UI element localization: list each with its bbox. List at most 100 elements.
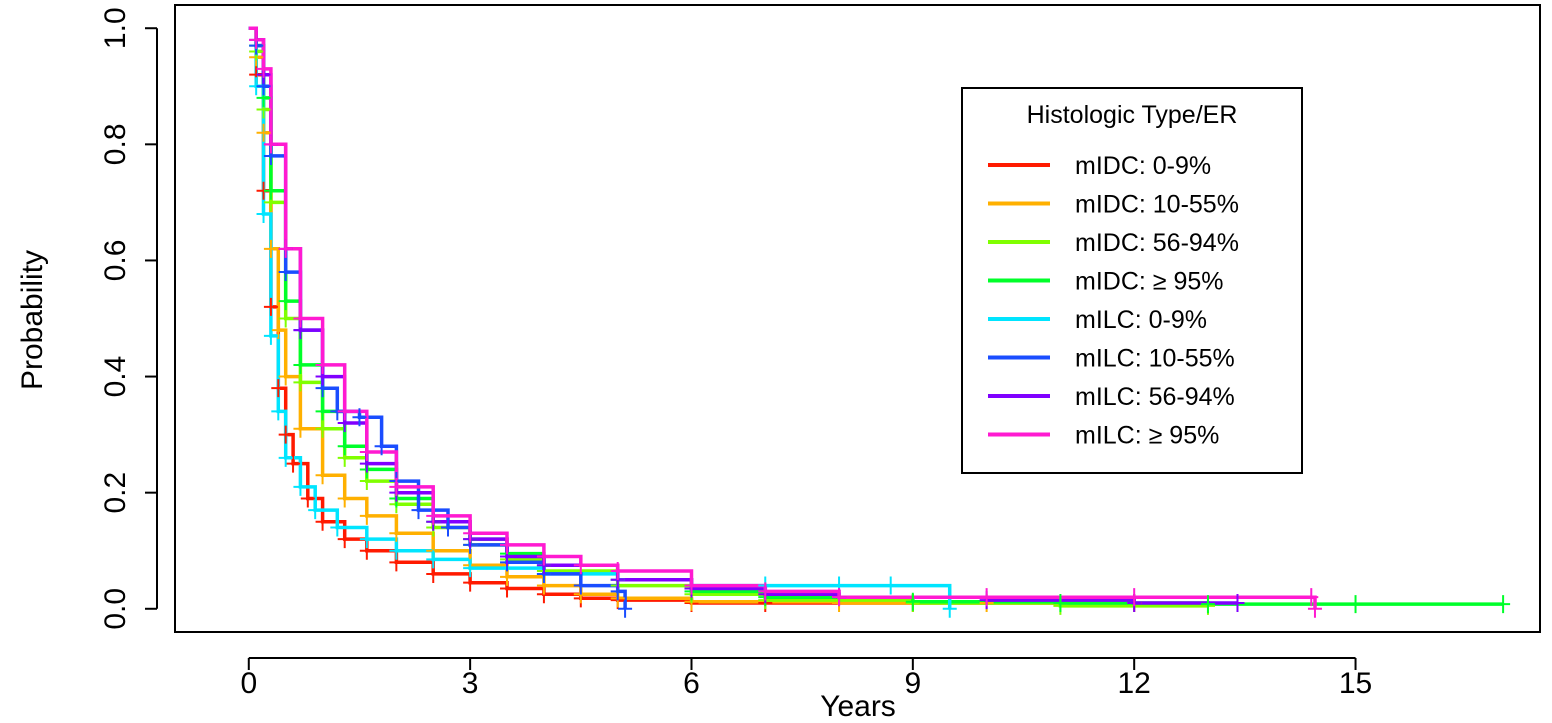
- y-axis: 0.0 0.2 0.4 0.6 0.8 1.0: [99, 7, 158, 630]
- legend-label-2: mIDC: 56-94%: [1075, 229, 1239, 257]
- censor-marks: [249, 30, 1511, 618]
- legend-label-7: mILC: ≥ 95%: [1075, 422, 1219, 450]
- censor-mark: [610, 562, 625, 581]
- legend-items: mIDC: 0-9% mIDC: 10-55% mIDC: 56-94% mIDC: …: [988, 152, 1239, 450]
- legend-label-5: mILC: 10-55%: [1075, 345, 1235, 373]
- censor-mark: [278, 263, 293, 282]
- censor-mark: [500, 535, 515, 554]
- censor-mark: [758, 582, 773, 601]
- censor-mark: [263, 135, 278, 154]
- censor-mark: [249, 30, 264, 49]
- legend-label-0: mIDC: 0-9%: [1075, 152, 1211, 180]
- x-tick-label: 3: [462, 667, 479, 700]
- censor-mark: [330, 518, 345, 537]
- censor-mark: [315, 512, 330, 531]
- censor-mark: [684, 576, 699, 595]
- censor-mark: [979, 588, 994, 607]
- censor-mark: [463, 524, 478, 543]
- censor-mark: [1307, 599, 1322, 618]
- censor-mark: [1200, 595, 1215, 614]
- censor-mark: [337, 437, 352, 456]
- censor-mark: [256, 205, 271, 223]
- censor-mark: [271, 321, 286, 340]
- censor-mark: [263, 326, 278, 345]
- censor-mark: [315, 355, 330, 374]
- censor-mark: [337, 402, 352, 421]
- censor-mark: [263, 181, 278, 200]
- censor-mark: [278, 239, 293, 258]
- censor-mark: [359, 443, 374, 462]
- censor-mark: [942, 599, 957, 618]
- censor-mark: [263, 297, 278, 316]
- censor-mark: [426, 506, 441, 525]
- legend-label-1: mIDC: 10-55%: [1075, 191, 1239, 219]
- censor-mark: [411, 501, 426, 520]
- censor-mark: [1230, 593, 1245, 612]
- censor-mark: [389, 477, 404, 496]
- y-tick-label: 0.4: [99, 356, 132, 398]
- censor-mark: [573, 576, 588, 595]
- censor-mark: [278, 292, 293, 311]
- censor-mark: [573, 556, 588, 575]
- censor-mark: [337, 530, 352, 549]
- x-axis: 0 3 6 9 12 15: [240, 657, 1372, 700]
- censor-mark: [308, 501, 323, 520]
- legend-label-6: mILC: 56-94%: [1075, 383, 1235, 411]
- censor-mark: [278, 367, 293, 386]
- y-tick-label: 0.8: [99, 123, 132, 165]
- censor-mark: [293, 419, 308, 438]
- y-axis-label: Probability: [16, 250, 49, 390]
- censor-mark: [832, 588, 847, 607]
- legend-title: Histologic Type/ER: [1027, 101, 1238, 129]
- censor-mark: [300, 489, 315, 508]
- censor-mark: [1127, 588, 1142, 607]
- x-axis-label: Years: [820, 690, 896, 723]
- series-line-7: [248, 26, 1317, 609]
- censor-mark: [441, 518, 455, 537]
- censor-mark: [374, 437, 389, 456]
- censor-mark: [278, 448, 293, 467]
- censor-mark: [293, 309, 308, 328]
- censor-mark: [359, 506, 374, 525]
- legend: Histologic Type/ER mIDC: 0-9% mIDC: 10-55…: [961, 87, 1303, 474]
- censor-mark: [256, 59, 271, 78]
- legend-label-3: mIDC: ≥ 95%: [1075, 268, 1223, 296]
- censor-mark: [286, 454, 301, 473]
- censor-mark: [315, 466, 330, 485]
- censor-mark: [389, 524, 404, 543]
- censor-mark: [389, 541, 404, 560]
- censor-mark: [256, 123, 271, 142]
- censor-mark: [315, 419, 330, 438]
- x-tick-label: 9: [904, 667, 921, 700]
- y-tick-label: 0.0: [99, 588, 132, 630]
- x-tick-label: 15: [1339, 667, 1372, 700]
- censor-mark: [359, 530, 374, 549]
- censor-mark: [1053, 593, 1068, 612]
- y-tick-label: 1.0: [99, 7, 132, 49]
- censor-mark: [1496, 595, 1511, 614]
- censor-mark: [278, 425, 293, 444]
- censor-mark: [263, 239, 278, 258]
- censor-mark: [536, 547, 551, 566]
- censor-mark: [463, 559, 478, 578]
- censor-mark: [618, 599, 633, 618]
- legend-label-4: mILC: 0-9%: [1075, 306, 1207, 334]
- censor-mark: [271, 379, 286, 398]
- censor-mark: [426, 550, 441, 569]
- censor-mark: [883, 576, 898, 595]
- y-tick-label: 0.2: [99, 472, 132, 514]
- censor-mark: [1304, 588, 1319, 607]
- x-tick-label: 6: [683, 667, 700, 700]
- censor-mark: [271, 402, 286, 421]
- censor-mark: [293, 373, 308, 392]
- y-tick-label: 0.6: [99, 240, 132, 282]
- x-tick-label: 12: [1118, 667, 1151, 700]
- censor-mark: [352, 408, 367, 427]
- censor-mark: [293, 477, 308, 496]
- censor-mark: [278, 309, 293, 328]
- censor-mark: [1348, 595, 1363, 614]
- x-tick-label: 0: [240, 667, 257, 700]
- censor-mark: [905, 592, 920, 611]
